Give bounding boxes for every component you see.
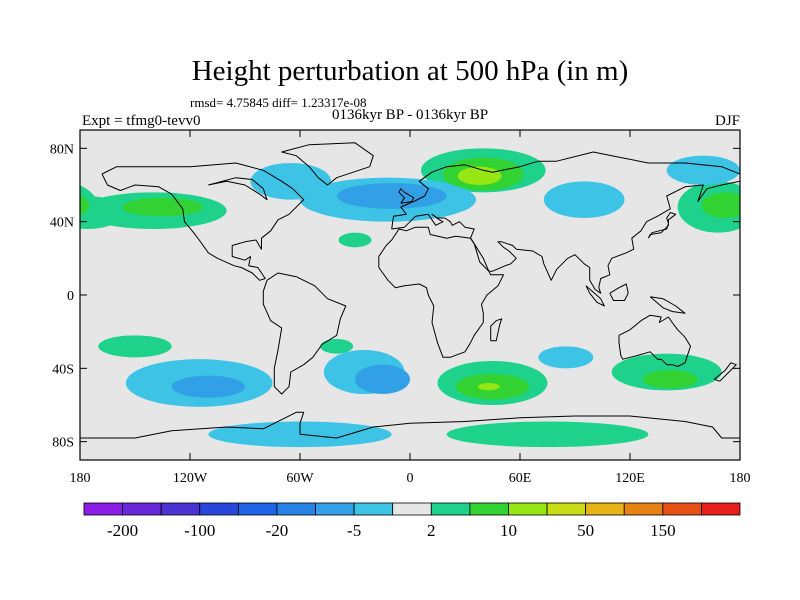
colorbar-swatch xyxy=(701,502,741,516)
field-region xyxy=(338,232,372,248)
colorbar-swatch xyxy=(546,502,587,516)
period-label: 0136kyr BP - 0136kyr BP xyxy=(332,107,488,123)
colorbar-swatch xyxy=(276,502,316,516)
coastline xyxy=(262,272,347,395)
longitude-axis: 180 120W 60W 0 60E 120E 180 xyxy=(70,130,751,486)
colorbar-swatch xyxy=(237,502,278,516)
field-region xyxy=(642,370,698,389)
colorbar-label: 50 xyxy=(577,521,594,540)
field-region xyxy=(355,364,410,395)
colorbar-swatch xyxy=(353,502,394,516)
colorbar-swatch xyxy=(508,502,548,516)
latitude-axis: 80N 40N 0 40S 80S xyxy=(50,142,740,451)
coastline xyxy=(585,285,605,307)
field-region xyxy=(538,346,594,369)
colorbar-label: -100 xyxy=(184,521,215,540)
lon-tick-label: 0 xyxy=(407,471,414,486)
field-region xyxy=(250,163,332,200)
coastline xyxy=(391,151,740,230)
colorbar-swatch xyxy=(662,502,702,516)
height-field xyxy=(80,148,740,448)
coastline xyxy=(649,296,686,314)
field-region xyxy=(336,183,447,209)
field-region xyxy=(98,335,172,358)
colorbar-swatch xyxy=(623,502,664,516)
season-label: DJF xyxy=(715,113,740,129)
field-region xyxy=(701,192,740,218)
lat-tick-label: 80N xyxy=(50,142,74,157)
expt-label: Expt = tfmg0-tevv0 xyxy=(82,113,200,129)
colorbar-swatch xyxy=(392,502,432,516)
lon-tick-label: 60W xyxy=(286,471,314,486)
coastline xyxy=(101,162,305,281)
field-region xyxy=(171,375,245,398)
field-region xyxy=(477,383,500,391)
colorbar: -200 -100 -20 -5 2 10 50 150 xyxy=(83,502,741,540)
colorbar-label: 10 xyxy=(500,521,517,540)
coastline xyxy=(609,283,629,301)
colorbar-swatch xyxy=(430,502,471,516)
coastline xyxy=(647,212,677,239)
field-region xyxy=(80,185,99,229)
lon-tick-label: 60E xyxy=(509,471,532,486)
coastline xyxy=(618,314,691,367)
lat-tick-label: 0 xyxy=(67,289,74,304)
field-region xyxy=(320,339,354,354)
colorbar-swatch xyxy=(160,502,201,516)
colorbar-swatch xyxy=(585,502,625,516)
map-panel xyxy=(79,129,741,461)
lat-tick-label: 40N xyxy=(50,216,74,231)
coastline xyxy=(281,142,374,186)
colorbar-swatch xyxy=(122,502,162,516)
coastline xyxy=(80,411,740,439)
colorbar-label: 150 xyxy=(650,521,676,540)
figure-title: Height perturbation at 500 hPa (in m) xyxy=(192,55,629,87)
field-region xyxy=(666,155,740,185)
colorbar-label: 2 xyxy=(427,521,436,540)
colorbar-swatch xyxy=(199,502,239,516)
field-region xyxy=(80,195,90,216)
colorbar-label: -200 xyxy=(107,521,138,540)
lat-tick-label: 80S xyxy=(52,436,74,451)
field-region xyxy=(457,166,502,185)
coastline xyxy=(398,188,415,204)
field-region xyxy=(122,197,203,217)
stats-label: rmsd= 4.75845 diff= 1.23317e-08 xyxy=(190,95,367,110)
colorbar-label: -5 xyxy=(347,521,361,540)
coastline xyxy=(378,226,504,358)
field-region xyxy=(446,421,649,448)
coastline xyxy=(208,177,268,201)
lon-tick-label: 180 xyxy=(730,471,751,486)
colorbar-swatch xyxy=(83,502,123,516)
coastline xyxy=(490,318,503,342)
colorbar-swatch xyxy=(315,502,355,516)
colorbar-swatch xyxy=(469,502,509,516)
lon-tick-label: 120E xyxy=(615,471,645,486)
lon-tick-label: 180 xyxy=(70,471,91,486)
colorbar-label: -20 xyxy=(266,521,289,540)
lon-tick-label: 120W xyxy=(173,471,208,486)
coastline xyxy=(391,180,740,294)
field-region xyxy=(543,181,625,219)
coastlines xyxy=(80,142,740,439)
coastline xyxy=(713,362,737,382)
lat-tick-label: 40S xyxy=(52,362,74,377)
